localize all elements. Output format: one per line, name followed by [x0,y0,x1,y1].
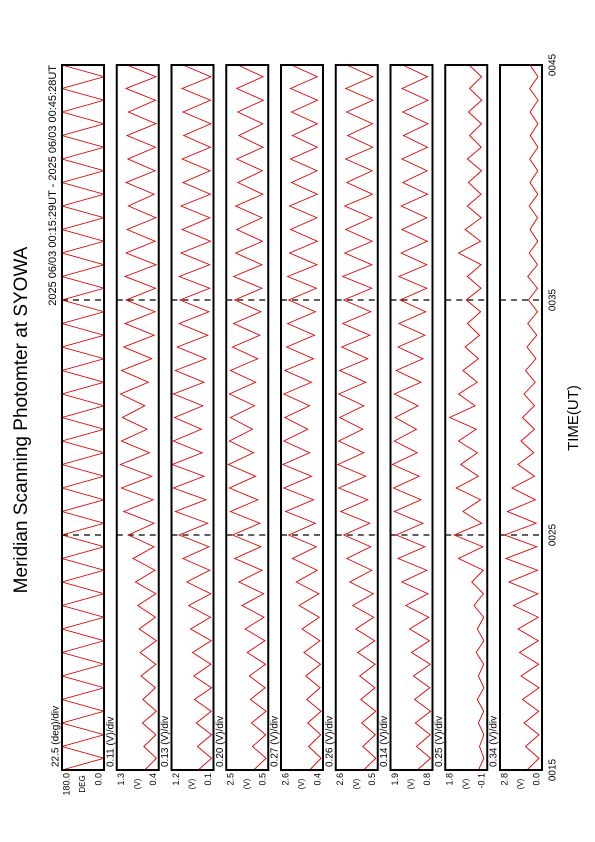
scale-label: 0.11 (V)/div [105,717,116,767]
y-axis-label: (V) [352,778,361,789]
y-tick-label: 2.5 [226,773,236,786]
panel-frame [499,64,543,771]
data-line [503,64,540,771]
panel-frame [61,64,105,771]
y-tick-label: 2.8 [499,773,509,786]
y-axis-label: (V) [461,778,470,789]
y-axis-label: (V) [133,778,142,789]
chart-title: Meridian Scanning Photomter at SYOWA [11,246,32,593]
panel-frame [225,64,270,771]
y-tick-label: 0.8 [422,773,432,786]
scale-label: 22.5 (deg)/div [51,706,62,767]
chart-subtitle: 2025 06/03 00:15:29UT - 2025 06/03 00:45… [47,65,59,306]
y-tick-label: 0.1 [203,773,213,786]
scale-label: 0.14 (V)/div [379,716,390,767]
panel-frame [170,64,215,771]
rotated-plot: Meridian Scanning Photomter at SYOWA 202… [11,53,582,795]
x-tick-label: 0025 [548,523,559,546]
y-axis-label: (V) [516,778,525,789]
panel-frame [444,64,489,771]
y-tick-label: -0.1 [477,773,487,789]
x-tick-label: 0035 [548,288,559,311]
y-axis-label: (V) [242,778,251,789]
y-axis-label: (V) [188,778,197,789]
y-tick-label: 0.5 [258,773,268,786]
x-axis-label: TIME(UT) [565,385,582,451]
y-tick-label: 180.0 [61,773,71,796]
panel-frame [115,64,160,771]
y-tick-label: 2.6 [335,773,345,786]
y-tick-label: 0.0 [531,773,541,786]
scale-label: 0.27 (V)/div [270,716,281,767]
data-line [227,64,267,771]
y-tick-label: 2.6 [280,773,290,786]
scale-label: 0.34 (V)/div [489,716,500,767]
scale-label: 0.26 (V)/div [324,716,335,767]
data-line [448,64,485,771]
y-tick-label: 0.5 [367,773,377,786]
y-tick-label: 0.0 [93,773,103,786]
data-line [391,64,432,771]
data-line [336,64,377,771]
panel-frame [389,64,434,771]
y-axis-label: (V) [407,778,416,789]
data-line [281,64,322,771]
y-axis-label: (V) [297,778,306,789]
x-tick-label: 0045 [548,53,559,76]
y-tick-label: 0.4 [312,773,322,786]
data-line [171,64,213,771]
scale-label: 0.25 (V)/div [434,716,445,767]
panel-frame [280,64,324,771]
panel-frame [334,64,379,771]
data-line [119,64,158,771]
y-tick-label: 1.2 [171,773,181,786]
y-tick-label: 0.4 [148,773,158,786]
scale-label: 0.20 (V)/div [215,716,226,767]
y-tick-label: 1.9 [390,773,400,786]
x-tick-label: 0015 [548,758,559,781]
scale-label: 0.13 (V)/div [160,716,171,767]
y-axis-label: DEG [78,775,87,792]
y-tick-label: 1.8 [445,773,455,786]
y-tick-label: 1.3 [116,773,126,786]
